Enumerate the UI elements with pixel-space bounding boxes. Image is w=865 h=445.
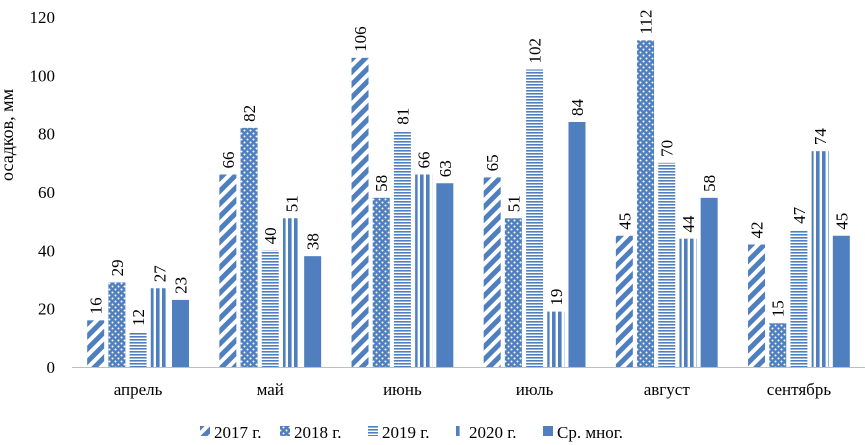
y-tick-label: 80 [38, 125, 55, 144]
legend-swatch [455, 426, 460, 436]
data-label: 70 [658, 140, 677, 157]
bar-5-5 [700, 197, 718, 367]
bar-3-2 [261, 250, 279, 367]
data-label: 15 [769, 300, 788, 317]
x-category-label: сентябрь [767, 380, 832, 399]
bar-5-3 [436, 183, 454, 367]
legend-label: 2017 г. [214, 423, 262, 442]
bar-4-5 [679, 238, 697, 367]
bar-1-3 [351, 57, 369, 367]
legend: 2017 г. 2018 г. 2019 г. 2020 г. Ср. мног. [200, 423, 623, 442]
data-label: 102 [526, 38, 545, 64]
data-label: 29 [108, 259, 127, 276]
data-label: 45 [615, 213, 634, 230]
bar-2-3 [372, 197, 390, 367]
legend-label: 2020 г. [469, 423, 517, 442]
bar-5-2 [304, 256, 322, 367]
bar-1-2 [219, 174, 237, 367]
bar-4-4 [547, 311, 565, 367]
y-axis-ticks: 0 20 40 60 80 100 120 [30, 8, 56, 377]
legend-label: 2019 г. [382, 423, 430, 442]
data-label: 65 [483, 154, 502, 171]
legend-label: 2018 г. [294, 423, 342, 442]
data-label: 58 [372, 175, 391, 192]
bar-3-3 [393, 130, 411, 367]
data-label: 63 [436, 160, 455, 177]
bar-5-1 [171, 299, 189, 367]
data-label: 82 [240, 105, 259, 122]
bar-2-2 [240, 127, 258, 367]
legend-swatch [368, 426, 378, 436]
x-category-label: август [644, 380, 691, 399]
y-tick-label: 40 [38, 241, 55, 260]
bar-2-5 [637, 40, 655, 367]
bar-5-4 [568, 122, 586, 367]
x-category-label: май [257, 380, 284, 399]
data-label: 12 [129, 309, 148, 326]
data-label: 51 [282, 195, 301, 212]
legend-label: Ср. мног. [557, 423, 623, 442]
legend-swatch [200, 426, 210, 436]
bar-1-6 [748, 244, 766, 367]
bar-1-5 [615, 235, 633, 367]
data-label: 47 [790, 206, 809, 224]
x-category-label: апрель [114, 380, 163, 399]
data-label: 45 [832, 213, 851, 230]
data-label: 81 [393, 108, 412, 125]
data-label: 106 [351, 26, 370, 52]
bar-2-1 [108, 282, 126, 367]
data-label: 23 [171, 277, 190, 294]
bar-4-6 [811, 151, 829, 367]
bar-3-6 [790, 229, 808, 367]
y-tick-label: 20 [38, 300, 55, 319]
bar-3-1 [129, 332, 147, 367]
data-label: 19 [547, 289, 566, 306]
y-tick-label: 0 [47, 358, 56, 377]
x-axis-categories: апрель май июнь июль август сентябрь [114, 380, 832, 399]
data-label: 58 [700, 175, 719, 192]
bar-5-6 [832, 235, 850, 367]
data-label: 112 [637, 9, 656, 34]
data-label: 40 [261, 227, 280, 244]
bar-2-6 [769, 323, 787, 367]
x-category-label: июль [516, 380, 554, 399]
bar-1-1 [87, 320, 105, 367]
data-label: 27 [150, 265, 169, 283]
data-label: 66 [415, 152, 434, 169]
data-label: 74 [811, 128, 830, 146]
y-tick-label: 60 [38, 183, 55, 202]
bar-4-3 [415, 174, 433, 367]
data-label: 44 [679, 215, 698, 233]
y-tick-label: 120 [30, 8, 56, 27]
bar-3-5 [658, 162, 676, 367]
legend-swatch [280, 426, 290, 436]
x-category-label: июнь [383, 380, 422, 399]
y-axis-label: осадков, мм [0, 89, 17, 181]
bar-2-4 [504, 218, 522, 367]
bar-4-1 [150, 288, 168, 367]
bar-3-4 [526, 69, 544, 367]
data-label: 66 [219, 152, 238, 169]
bar-4-2 [282, 218, 300, 367]
data-label: 51 [504, 195, 523, 212]
data-label: 84 [568, 99, 587, 117]
y-tick-label: 100 [30, 66, 56, 85]
bar-1-4 [483, 177, 501, 367]
legend-swatch [543, 426, 553, 436]
data-label: 38 [304, 233, 323, 250]
data-label: 16 [87, 297, 106, 314]
data-label: 42 [748, 222, 767, 239]
